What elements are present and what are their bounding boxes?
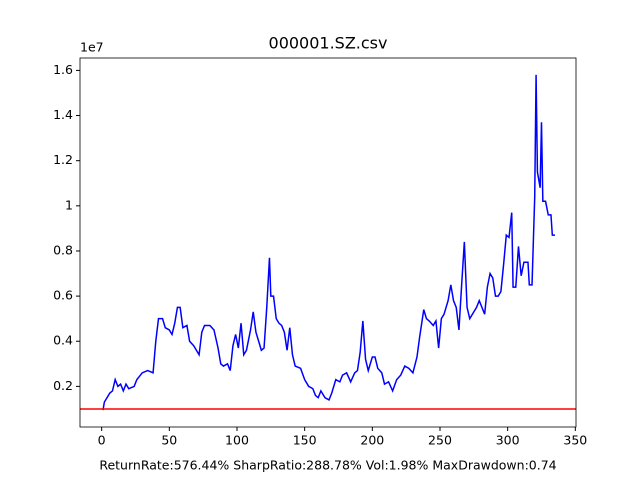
y-tick-label: 0.8: [53, 242, 73, 257]
y-tick-label: 1: [65, 197, 73, 212]
y-tick-label: 1.4: [53, 107, 73, 122]
y-tick-label: 0.4: [53, 333, 73, 348]
y-tick-label: 0.6: [53, 288, 73, 303]
x-tick-label: 300: [496, 433, 520, 448]
x-tick-label: 0: [98, 433, 106, 448]
x-axis-label: ReturnRate:576.44% SharpRatio:288.78% Vo…: [99, 458, 556, 473]
line-series: [102, 74, 556, 411]
y-offset-label: 1e7: [80, 40, 104, 55]
x-tick-label: 50: [161, 433, 177, 448]
axes-frame: [79, 57, 577, 428]
chart-title: 000001.SZ.csv: [269, 34, 388, 53]
x-tick-label: 150: [293, 433, 317, 448]
x-tick-label: 100: [225, 433, 249, 448]
x-tick-label: 200: [360, 433, 384, 448]
y-tick-label: 1.6: [53, 62, 73, 77]
x-tick-label: 350: [563, 433, 587, 448]
y-tick-label: 0.2: [53, 378, 73, 393]
x-tick-label: 250: [428, 433, 452, 448]
y-tick-label: 1.2: [53, 152, 73, 167]
